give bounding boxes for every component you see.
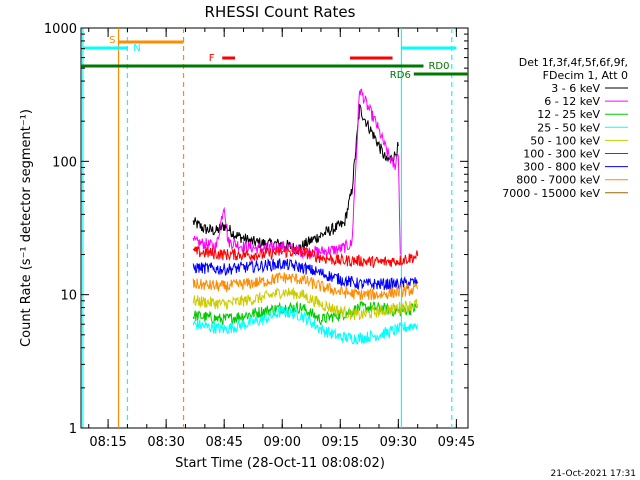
series-lines <box>192 88 419 345</box>
series-line-5 <box>192 245 419 268</box>
x-tick-label: 09:15 <box>322 435 359 450</box>
series-line-0 <box>192 104 399 255</box>
chart-title: RHESSI Count Rates <box>205 3 356 21</box>
x-tick-label: 08:45 <box>205 435 242 450</box>
flag-bars: S N F RD0 RD6 <box>81 28 468 428</box>
x-tick-label: 09:30 <box>380 435 417 450</box>
legend: Det 1f,3f,4f,5f,6f,9f,FDecim 1, Att 03 -… <box>502 56 628 200</box>
flag-label-f: F <box>209 53 215 64</box>
legend-entry-label: 3 - 6 keV <box>551 82 600 95</box>
legend-entry-label: 50 - 100 keV <box>530 134 600 147</box>
series-line-7 <box>192 271 419 301</box>
y-tick-label: 100 <box>52 155 77 170</box>
x-tick-label: 08:15 <box>89 435 126 450</box>
plot-frame <box>80 27 469 429</box>
x-tick-label: 08:30 <box>147 435 184 450</box>
x-tick-label: 09:45 <box>438 435 475 450</box>
legend-entry-label: 800 - 7000 keV <box>516 174 600 187</box>
series-line-4 <box>192 286 419 321</box>
legend-header-line: Det 1f,3f,4f,5f,6f,9f, <box>519 56 628 69</box>
flag-label-rd6: RD6 <box>390 70 411 81</box>
y-axis-label: Count Rate (s⁻¹ detector segment⁻¹) <box>19 109 34 347</box>
legend-entry-label: 12 - 25 keV <box>537 108 600 121</box>
timestamp: 21-Oct-2021 17:31 <box>551 469 636 479</box>
x-axis-label: Start Time (28-Oct-11 08:08:02) <box>175 456 385 471</box>
flag-label-rd0: RD0 <box>428 61 449 72</box>
y-tick-label: 10 <box>60 289 77 304</box>
axes: 1 10 100 1000 08:15 08:30 08:45 09:00 09:15 09:30… <box>44 22 475 450</box>
legend-entry-label: 100 - 300 keV <box>523 148 600 161</box>
y-tick-label: 1000 <box>44 22 77 37</box>
legend-entry-label: 6 - 12 keV <box>544 95 600 108</box>
flag-label-n: N <box>133 43 140 54</box>
legend-header-line: FDecim 1, Att 0 <box>543 69 628 82</box>
series-line-1 <box>192 88 401 260</box>
series-line-6 <box>192 257 419 291</box>
legend-entry-label: 7000 - 15000 keV <box>502 187 600 200</box>
flag-label-s: S <box>109 35 115 46</box>
y-tick-label: 1 <box>69 422 77 437</box>
x-tick-label: 09:00 <box>264 435 301 450</box>
legend-entry-label: 300 - 800 keV <box>523 161 600 174</box>
series-line-3 <box>192 305 419 345</box>
legend-entry-label: 25 - 50 keV <box>537 121 600 134</box>
